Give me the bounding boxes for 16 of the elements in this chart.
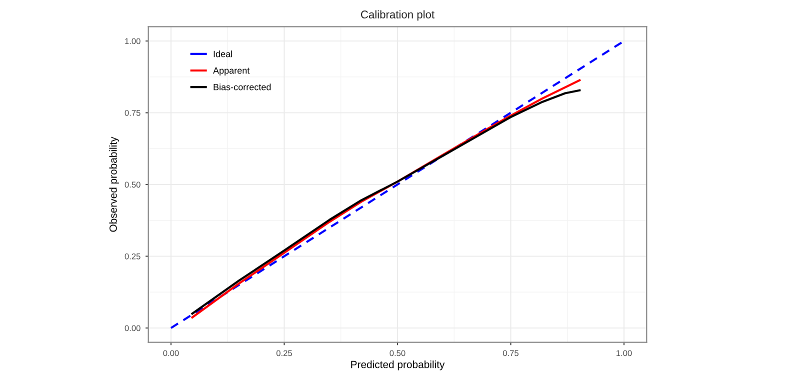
y-tick-label: 1.00: [125, 38, 140, 44]
chart-title: Calibration plot: [361, 10, 434, 21]
legend-label: Bias-corrected: [214, 84, 271, 90]
x-tick-label: 1.00: [616, 350, 632, 356]
y-tick-label: 0.75: [124, 110, 140, 116]
y-axis-title: Observed probability: [109, 136, 119, 232]
x-axis-title: Predicted probability: [351, 360, 445, 370]
y-tick-label: 0.00: [124, 325, 140, 332]
legend-label: Ideal: [214, 50, 232, 58]
x-tick-label: 0.25: [276, 350, 292, 356]
y-tick-label: 0.50: [124, 182, 140, 188]
x-tick-label: 0.00: [163, 350, 179, 356]
legend-label: Apparent: [213, 67, 250, 76]
x-tick-label: 0.50: [390, 350, 406, 356]
y-tick-label: 0.25: [124, 253, 140, 260]
x-tick-label: 0.75: [502, 350, 519, 356]
